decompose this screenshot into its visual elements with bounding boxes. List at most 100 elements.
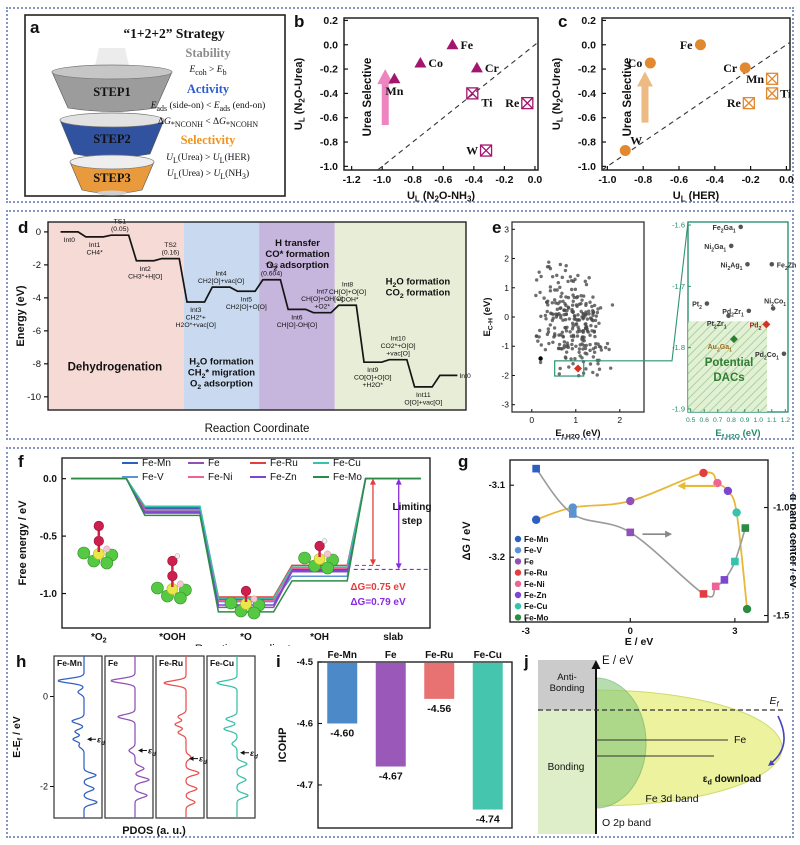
legend-item-Fe-Ru: Fe-Ru xyxy=(524,568,548,578)
y-tick: -4.7 xyxy=(297,780,313,791)
funnel-drip xyxy=(97,190,127,196)
legend-item-Fe-Ni: Fe-Ni xyxy=(524,579,545,589)
potential-dacs-region xyxy=(688,321,768,412)
ed-annotation: εd​ xyxy=(250,748,258,761)
inset-x-tick: 0.5 xyxy=(686,417,696,424)
legend-item-Fe-Mn: Fe-Mn xyxy=(524,534,548,544)
zoom-box xyxy=(554,360,585,377)
y-tick: -1.0 xyxy=(320,161,338,173)
criteria-line: Ecoh > Eb xyxy=(189,65,227,78)
point-label-Co: Co xyxy=(628,56,643,70)
y-axis-label-main: EC-H​ (eV) xyxy=(482,297,495,336)
level-label-Int5: CH2[O]+O[O] xyxy=(226,304,267,311)
pdos-curve-Fe xyxy=(110,656,150,818)
inset-x-tick: 0.8 xyxy=(727,417,737,424)
level-label-TS3: TS3 xyxy=(265,263,278,270)
inset-point xyxy=(762,320,771,329)
region-annotation: CH2​* migration xyxy=(188,368,255,381)
bar-Fe xyxy=(375,662,406,767)
ed-downshift-arrow xyxy=(769,715,785,765)
scatter-c: -1.0 -0.8 -0.6 -0.4 -0.2 0.0 0.2 0.0 -0.2 -0.4 -0.… xyxy=(551,15,794,204)
x-axis-label: Reaction coordinate xyxy=(195,644,297,646)
data-point-Ti xyxy=(466,87,479,100)
fe-3d-band-label: Fe 3d band xyxy=(645,793,698,805)
point-label-Cr: Cr xyxy=(485,61,500,75)
level-label-Int7: Int7 xyxy=(317,289,329,296)
pdos-panel-label-Fe-Mn: Fe-Mn xyxy=(57,658,82,668)
x-tick: -0.8 xyxy=(634,174,652,186)
dband-dual-axis-chart: -3 0 3 -3.1 -3.2 -1.0 -1.5 E / eV ΔG / eV d band … xyxy=(461,459,799,648)
inset-point-label: Ni2​Co1​ xyxy=(764,298,786,308)
inset-point-label: Pt2​ xyxy=(692,302,702,312)
inset-point-label: Pd2​Co1​ xyxy=(755,352,779,362)
inset-x-tick: 0.7 xyxy=(713,417,723,424)
x-tick: -0.2 xyxy=(742,174,760,186)
y-tick: -0.4 xyxy=(578,88,596,100)
level-label-Int4: Int4 xyxy=(215,271,227,278)
data-point-Fe xyxy=(446,38,459,50)
data-point-Co xyxy=(414,56,427,68)
y-tick: 0.0 xyxy=(323,39,338,51)
x-tick: 0 xyxy=(628,626,633,637)
panel-a-strategy-diagram: “1+2+2” Strategy STEP1 STEP2 STEP3 Stability… xyxy=(24,14,286,198)
level-label-Int3: CH2*+ xyxy=(186,314,206,321)
region-1 xyxy=(183,222,260,410)
dg-point-Fe-Ru xyxy=(699,468,708,478)
inset-point xyxy=(728,243,734,249)
bar-category-Fe: Fe xyxy=(385,650,397,661)
level-label-TS1: TS1 xyxy=(114,219,127,226)
y-tick: 0.2 xyxy=(581,15,596,27)
data-point-Mn xyxy=(765,72,779,85)
pdos-panel-label-Fe: Fe xyxy=(108,658,118,668)
data-point-Mn xyxy=(388,72,401,84)
criteria-heading: Activity xyxy=(186,81,230,96)
region-0 xyxy=(48,222,184,410)
stage-label: *OOH xyxy=(159,632,186,643)
y-tick: -4.6 xyxy=(297,718,313,729)
dband-point-Fe-Mn xyxy=(532,464,540,473)
level-label-Int3: Int3 xyxy=(190,307,202,314)
bar-category-Fe-Cu: Fe-Cu xyxy=(474,650,502,661)
y-tick: 0.0 xyxy=(581,39,596,51)
dg-point-Fe xyxy=(626,496,635,506)
region-annotation: CO* formation xyxy=(265,249,330,260)
level-label-Int10: CO2*+O[O] xyxy=(381,343,416,350)
stage-label: *O xyxy=(240,632,252,643)
pdos-curve-Fe-Mn xyxy=(57,656,98,818)
antibonding-label: Anti- xyxy=(557,672,577,683)
dband-point-Fe xyxy=(626,528,635,537)
panel-g-dband-dualaxis-plot: -3 0 3 -3.1 -3.2 -1.0 -1.5 E / eV ΔG / eV d band … xyxy=(450,450,799,648)
level-label-Int7: +O2* xyxy=(314,304,330,311)
x-tick: -0.4 xyxy=(465,174,483,186)
inset-point xyxy=(745,261,750,267)
y-tick: -0.6 xyxy=(578,112,596,124)
y-axis-label: Free energy / eV xyxy=(17,500,29,586)
x-tick: -0.6 xyxy=(434,174,452,186)
data-point-Ti xyxy=(765,87,779,100)
inset-point-label: Ni2​Ag1​ xyxy=(720,262,742,272)
level-label-Int2: CH3*+H[O] xyxy=(128,273,162,280)
panel-label-g: g xyxy=(458,452,469,471)
legend-item-Fe-Mn: Fe-Mn xyxy=(142,458,171,469)
panel-e-dac-screening-scatter: 0 1 2 3 2 1 0 -1 -2 -3 Ef,H2O​ (eV) EC-H​ (eV) Poten… xyxy=(482,214,799,441)
y-tick: -10 xyxy=(27,392,41,403)
x-tick: -3 xyxy=(521,626,529,637)
level-label-Int7: CH[O]+OH[O] xyxy=(301,296,343,303)
point-label-Fe: Fe xyxy=(460,38,473,52)
y-tick: -0.5 xyxy=(40,532,58,543)
data-point-Fe xyxy=(694,39,706,51)
legend-item-Fe-V: Fe-V xyxy=(524,545,542,555)
region-annotation: H2​O formation xyxy=(189,357,254,370)
y-tick: 0 xyxy=(43,692,48,702)
region-2 xyxy=(259,222,335,410)
fe-level-label: Fe xyxy=(734,734,746,746)
region-3 xyxy=(334,222,466,410)
light-beam xyxy=(94,48,130,70)
dg-red-label: ΔG=0.75 eV xyxy=(350,582,406,593)
inset-point-label: Au2​Ga1​ xyxy=(708,344,733,354)
x-tick: -0.8 xyxy=(404,174,422,186)
legend-item-Fe-Ru: Fe-Ru xyxy=(270,458,298,469)
